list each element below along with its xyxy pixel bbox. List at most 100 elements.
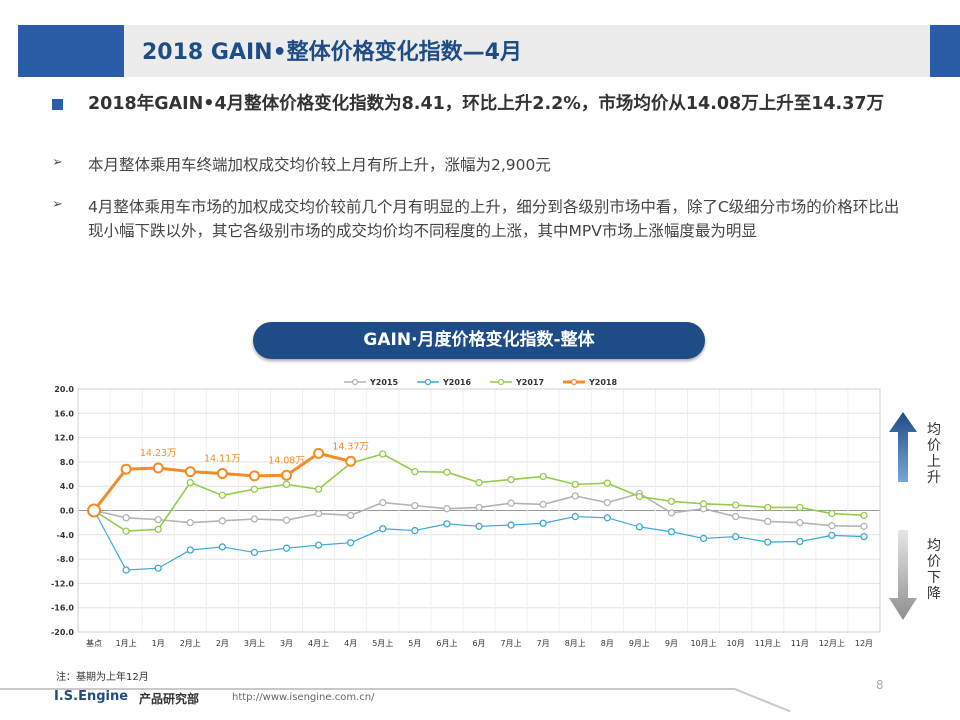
legend-label: Y2015 [369, 378, 398, 387]
x-tick-label: 5月 [408, 639, 421, 648]
data-point-y2017 [796, 503, 804, 512]
legend-marker [424, 378, 432, 386]
data-point-y2016 [218, 543, 227, 551]
plot-area: 20.0 16.0 12.0 8.0 4.0 0.0 -4.0 -8.0 -12.0 -16.0 -… [51, 378, 881, 648]
data-point-y2015 [764, 517, 772, 526]
data-point-y2017 [667, 497, 676, 506]
data-point-y2016 [571, 512, 579, 521]
x-tick-label: 4月 [344, 639, 357, 648]
data-point-y2016 [186, 546, 194, 554]
data-point-y2017 [379, 450, 387, 458]
bullet-square-icon [52, 99, 63, 110]
data-point-y2016 [250, 548, 259, 557]
y-tick-label: -4.0 [57, 531, 75, 540]
legend-marker [570, 378, 578, 386]
data-point-y2018 [216, 467, 228, 479]
data-point-y2015 [218, 517, 227, 525]
data-point-y2016 [379, 525, 387, 533]
data-point-y2017 [411, 467, 419, 476]
legend-marker [497, 378, 505, 386]
y-tick-label: -20.0 [51, 628, 74, 637]
page-title: 2018 GAIN•整体价格变化指数—4月 [142, 40, 522, 65]
x-tick-label: 10月上 [690, 639, 716, 648]
data-point-y2015 [347, 511, 355, 520]
legend-label: Y2016 [442, 378, 471, 387]
data-point-y2015 [571, 492, 579, 500]
data-point-y2017 [860, 511, 868, 520]
x-tick-label: 11月 [791, 639, 809, 648]
x-tick-label: 基点 [86, 638, 102, 648]
footer-divider [0, 688, 735, 690]
data-point-y2016 [507, 521, 515, 529]
y-tick-label: -8.0 [57, 555, 75, 564]
y-tick-label: 16.0 [54, 409, 74, 418]
data-point-y2016 [443, 520, 451, 528]
x-tick-label: 2月上 [180, 639, 201, 648]
price-index-line-chart: 20.0 16.0 12.0 8.0 4.0 0.0 -4.0 -8.0 -12.0 -16.0 -… [51, 378, 917, 648]
data-point-y2018 [184, 466, 196, 478]
data-point-y2018 [152, 462, 164, 474]
data-label: 14.37万 [332, 441, 369, 452]
price-up-arrow-icon [889, 412, 917, 482]
data-point-y2017 [218, 491, 227, 499]
data-point-y2016 [347, 539, 355, 547]
data-point-y2016 [667, 528, 676, 536]
series-line-y2016 [93, 510, 864, 571]
data-point-y2017 [603, 479, 611, 487]
data-point-y2015 [539, 500, 547, 509]
main-bullet-text: 2018年GAIN•4月整体价格变化指数为8.41，环比上升2.2%，市场均价从… [88, 94, 885, 114]
y-tick-label: 20.0 [54, 385, 74, 394]
header-accent-right [930, 25, 960, 77]
y-tick-label: 12.0 [54, 434, 74, 443]
data-point-y2017 [154, 525, 162, 533]
y-tick-label: -16.0 [51, 604, 74, 613]
y-tick-label: 0.0 [60, 507, 75, 516]
data-point-y2017 [699, 500, 708, 508]
x-tick-label: 5月上 [372, 639, 393, 648]
series-line-y2017 [93, 453, 865, 532]
data-label: 14.23万 [140, 448, 177, 459]
data-point-y2016 [539, 519, 547, 527]
data-point-y2016 [282, 544, 291, 552]
data-point-y2015 [667, 509, 676, 517]
x-tick-label: 11月上 [755, 639, 781, 648]
footer-department: 产品研究部 [139, 692, 200, 706]
x-tick-label: 6月 [472, 639, 485, 648]
data-point-y2015 [314, 509, 323, 518]
x-tick-label: 2月 [216, 639, 229, 648]
x-tick-label: 4月上 [308, 639, 329, 648]
arrow-bullet-icon: ➢ [52, 197, 63, 212]
x-tick-label: 7月 [537, 639, 550, 648]
data-point-y2017 [731, 501, 740, 509]
data-point-y2015 [443, 505, 451, 513]
sub-bullet-1: 本月整体乘用车终端加权成交均价较上月有所上升，涨幅为2,900元 [88, 156, 551, 174]
data-point-y2015 [186, 518, 194, 527]
data-point-y2017 [539, 472, 547, 481]
footer-url[interactable]: http://www.isengine.com.cn/ [232, 692, 375, 703]
data-point-y2015 [603, 498, 611, 507]
x-tick-label: 8月 [601, 639, 614, 648]
legend-label: Y2017 [515, 378, 544, 387]
data-point-y2015 [828, 522, 836, 530]
data-point-y2015 [796, 518, 804, 527]
page-number: 8 [876, 678, 884, 692]
data-point-y2017 [507, 475, 515, 484]
x-tick-label: 12月上 [819, 639, 845, 648]
y-tick-label: 8.0 [60, 458, 75, 467]
chart-note: 注：基期为上年12月 [56, 672, 149, 683]
data-point-y2017 [314, 485, 323, 493]
data-point-y2016 [635, 523, 644, 531]
data-point-y2016 [699, 534, 708, 543]
data-point-y2016 [796, 537, 804, 546]
chart-title-pill: GAIN·月度价格变化指数-整体 [253, 322, 705, 359]
x-tick-label: 3月 [280, 639, 293, 648]
data-point-y2018 [281, 469, 293, 481]
x-tick-label: 3月上 [244, 639, 265, 648]
data-point-y2018 [120, 463, 132, 475]
data-point-y2017 [443, 468, 451, 476]
legend-marker [351, 378, 359, 386]
price-down-label: 均价下降 [927, 538, 941, 602]
data-point-y2015 [860, 522, 868, 530]
sub-bullet-2: 4月整体乘用车市场的加权成交均价较前几个月有明显的上升，细分到各级别市场中看，除… [88, 198, 900, 240]
data-point-y2017 [475, 478, 483, 487]
